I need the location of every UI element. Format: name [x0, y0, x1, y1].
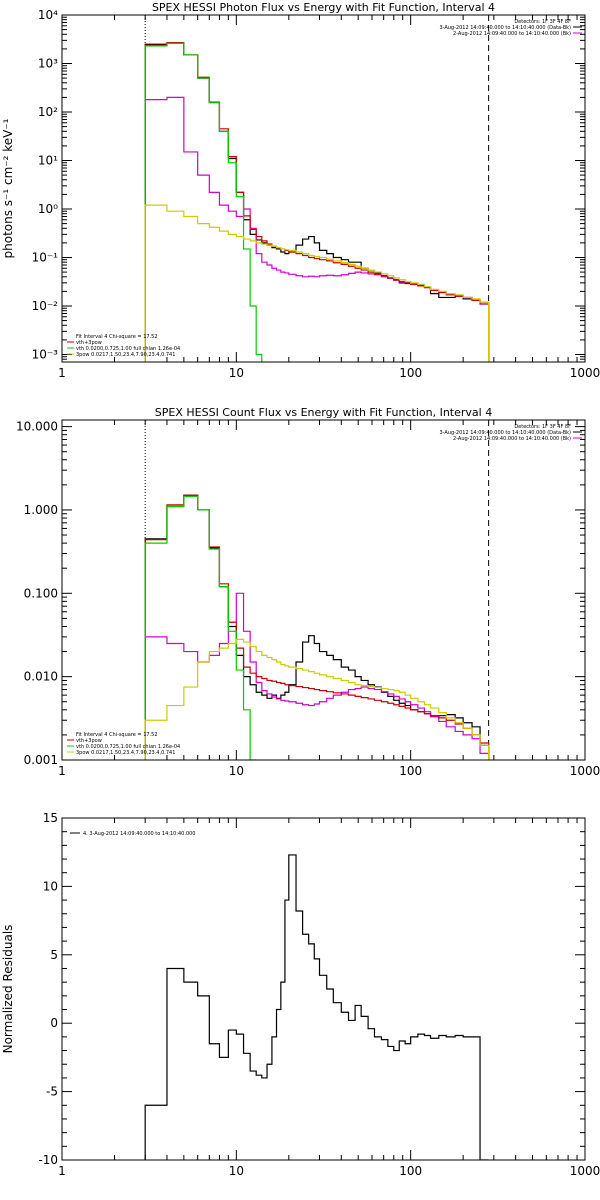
- y-tick-label: 10: [43, 879, 58, 893]
- y-tick-label: 5: [50, 948, 58, 962]
- x-tick-label: 1000: [570, 366, 600, 380]
- x-tick-label: 10: [229, 366, 244, 380]
- y-tick-label: 10⁻¹: [32, 250, 59, 264]
- y-tick-label: 10⁻²: [32, 299, 59, 313]
- residuals-panel: Normalized Residuals 1 10 100 1000 -10 -5 0 5 10 1…: [1, 811, 600, 1178]
- legend-entry-topright: Detectors: 1F 3F 4F 8F: [514, 19, 571, 25]
- legend-entry-bottomleft: 3pow 0.0217,1.50,23.4,7.90,23.4,0.741: [76, 352, 175, 358]
- y-axis-label: Normalized Residuals: [1, 925, 15, 1054]
- legend-entry-bottomleft: Fit Interval 4 Chi-square = 17.52: [76, 334, 158, 340]
- y-tick-label: 15: [43, 811, 58, 825]
- x-tick-label: 1: [58, 366, 66, 380]
- y-tick-label: 10³: [38, 56, 58, 70]
- legend-entry-topright: Detectors: 1F 3F 4F 8F: [514, 424, 571, 430]
- plot-frame: [61, 419, 586, 761]
- series-line-0: [144, 854, 489, 1160]
- y-tick-label: 0.001: [24, 753, 58, 767]
- y-tick-label: 10¹: [38, 153, 58, 167]
- x-tick-label: 100: [399, 366, 422, 380]
- y-tick-label: 10⁴: [38, 8, 58, 22]
- x-tick-label: 1000: [570, 1164, 600, 1178]
- y-tick-label: -10: [38, 1153, 58, 1167]
- chart-title: SPEX HESSI Count Flux vs Energy with Fit…: [155, 406, 492, 419]
- series-line-4: [144, 204, 490, 362]
- y-axis-label: photons s⁻¹ cm⁻² keV⁻¹: [1, 118, 15, 258]
- y-tick-label: 0.010: [24, 670, 58, 684]
- x-tick-label: 10: [229, 764, 244, 778]
- plot-frame: [61, 817, 586, 1161]
- legend-entry-bottomleft: vth+3pow: [76, 738, 102, 744]
- photon-flux-panel: SPEX HESSI Photon Flux vs Energy with Fi…: [1, 1, 600, 380]
- y-tick-label: 1.000: [24, 503, 58, 517]
- legend-entry-bottomleft: Fit Interval 4 Chi-square = 17.52: [76, 732, 158, 738]
- x-tick-label: 1: [58, 1164, 66, 1178]
- x-tick-label: 1000: [570, 764, 600, 778]
- legend-entry-bottomleft: vth+3pow: [76, 340, 102, 346]
- series-line-4: [144, 638, 490, 760]
- legend-entry-topright: 3-Aug-2012 14:09:40.000 to 14:10:40.000 …: [439, 430, 571, 436]
- y-tick-label: 10⁻³: [32, 347, 59, 361]
- chart-title: SPEX HESSI Photon Flux vs Energy with Fi…: [152, 1, 495, 14]
- legend-entry-bottomleft: vth 0.0200,0.725,1.00 full chian 1.26e-0…: [76, 346, 180, 352]
- y-tick-label: -5: [46, 1085, 58, 1099]
- y-tick-label: 10⁰: [38, 202, 58, 216]
- series-line-3: [144, 42, 263, 362]
- series-line-1: [144, 592, 490, 760]
- count-flux-panel: SPEX HESSI Count Flux vs Energy with Fit…: [16, 406, 600, 778]
- series-line-3: [144, 495, 257, 760]
- y-tick-label: 10.000: [16, 420, 58, 434]
- x-tick-label: 10: [229, 1164, 244, 1178]
- x-tick-label: 1: [58, 764, 66, 778]
- series-line-2: [144, 494, 490, 760]
- y-tick-label: 0.100: [24, 586, 58, 600]
- legend-entry-topright: 3-Aug-2012 14:09:40.000 to 14:10:40.000 …: [439, 25, 571, 31]
- x-tick-label: 100: [399, 764, 422, 778]
- legend-entry-bottomleft: 3pow 0.0217,1.50,23.4,7.90,23.4,0.741: [76, 750, 175, 756]
- legend-entry-topright: 2-Aug-2012 14:09:40.000 to 14:10:40.000 …: [453, 31, 571, 37]
- legend-entry-topleft: 4. 3-Aug-2012 14:09:40.000 to 14:10:40.0…: [83, 831, 196, 837]
- series-line-2: [144, 41, 490, 362]
- series-group: [144, 494, 490, 760]
- y-tick-label: 0: [50, 1016, 58, 1030]
- series-line-1: [144, 96, 490, 362]
- series-line-0: [144, 494, 490, 760]
- series-group: [144, 41, 490, 362]
- series-group: [144, 854, 489, 1160]
- x-tick-label: 100: [399, 1164, 422, 1178]
- plot-frame: [61, 14, 586, 363]
- legend-entry-topright: 2-Aug-2012 14:09:40.000 to 14:10:40.000 …: [453, 436, 571, 442]
- legend-entry-bottomleft: vth 0.0200,0.725,1.00 full chian 1.26e-0…: [76, 744, 180, 750]
- series-line-0: [144, 42, 490, 362]
- y-tick-label: 10²: [38, 105, 58, 119]
